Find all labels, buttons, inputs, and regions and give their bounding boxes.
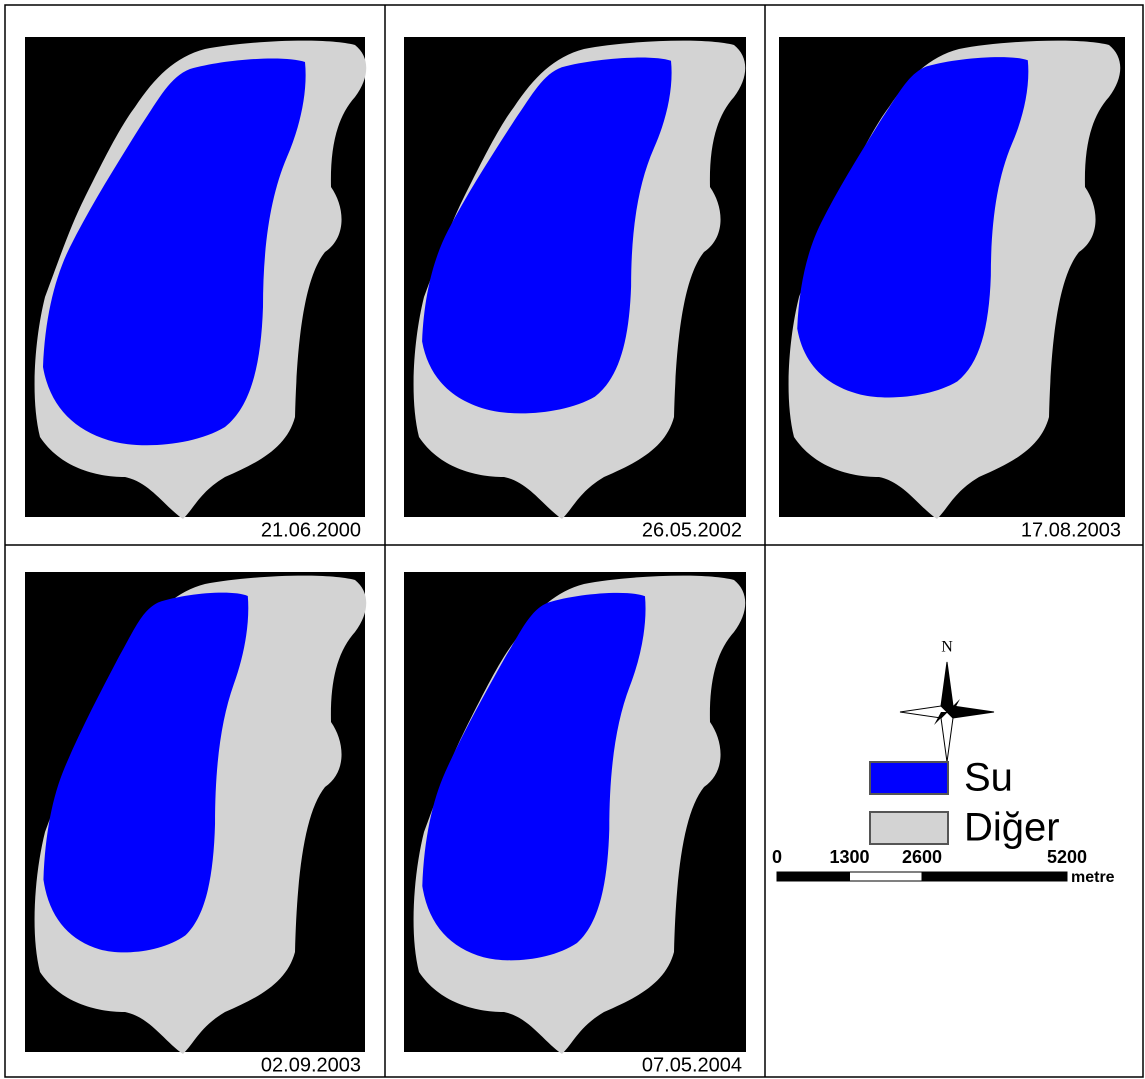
map-panel: 02.09.2003	[25, 572, 366, 1076]
scale-tick-label: 0	[772, 847, 782, 867]
scale-segment	[777, 872, 850, 881]
scale-unit: metre	[1071, 869, 1115, 886]
date-label: 26.05.2002	[642, 519, 742, 541]
map-panel: 17.08.2003	[779, 37, 1125, 541]
date-label: 07.05.2004	[642, 1054, 742, 1076]
legend-label: Diğer	[964, 806, 1060, 850]
date-label: 02.09.2003	[261, 1054, 361, 1076]
date-label: 17.08.2003	[1021, 519, 1121, 541]
scale-tick-label: 1300	[829, 847, 869, 867]
legend-label: Su	[964, 756, 1013, 800]
scale-tick-label: 5200	[1047, 847, 1087, 867]
legend-swatch	[870, 762, 948, 794]
scale-segment	[850, 872, 923, 881]
map-panels: 21.06.2000 26.05.2002 17.08.2003 02.09.2003…	[25, 37, 1125, 1076]
north-arrow: N	[900, 639, 994, 762]
north-label: N	[941, 639, 953, 656]
scale-tick-label: 2600	[902, 847, 942, 867]
figure: 21.06.2000 26.05.2002 17.08.2003 02.09.2003…	[0, 0, 1145, 1079]
date-label: 21.06.2000	[261, 519, 361, 541]
scale-bar: 0 1300 2600 5200 metre	[772, 847, 1115, 886]
scale-segment	[922, 872, 1067, 881]
map-panel: 21.06.2000	[25, 37, 366, 541]
legend-swatch	[870, 812, 948, 844]
legend: Su Diğer	[870, 756, 1060, 850]
map-panel: 26.05.2002	[404, 37, 746, 541]
map-panel: 07.05.2004	[404, 572, 746, 1076]
